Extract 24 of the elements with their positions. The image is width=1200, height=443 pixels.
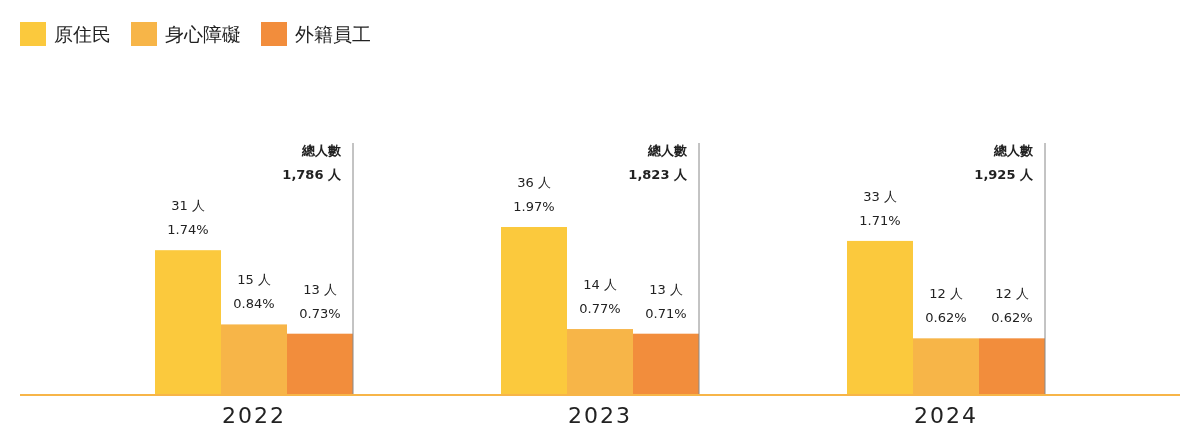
text: 總人數 1,786 人 xyxy=(282,143,342,182)
bar xyxy=(155,250,221,394)
text: 總人數 1,823 人 xyxy=(628,143,688,182)
x-tick-label: 2022 xyxy=(222,403,286,428)
data-label: 36 人 1.97% xyxy=(513,175,555,214)
data-label: 13 人 0.71% xyxy=(645,281,687,321)
text: 總人數 1,925 人 xyxy=(974,143,1034,182)
data-label: 15 人 0.84% xyxy=(233,272,275,312)
legend-label: 原住民 xyxy=(54,23,111,45)
data-label: 13 人 0.73% xyxy=(299,281,341,321)
data-label: 12 人 0.62% xyxy=(991,286,1033,326)
legend-label: 身心障礙 xyxy=(165,23,241,45)
x-tick-label: 2024 xyxy=(914,403,978,428)
data-label: 12 人 0.62% xyxy=(925,286,967,326)
data-label: 14 人 0.77% xyxy=(579,277,621,317)
bar xyxy=(501,227,567,394)
bar xyxy=(979,338,1045,394)
data-label: 31 人 1.74% xyxy=(167,198,209,238)
x-tick-label: 2023 xyxy=(568,403,632,428)
bar xyxy=(847,240,913,394)
legend-label: 外籍員工 xyxy=(295,23,371,45)
bar xyxy=(633,333,699,394)
bar xyxy=(287,333,353,394)
data-label: 33 人 1.71% xyxy=(859,188,901,228)
